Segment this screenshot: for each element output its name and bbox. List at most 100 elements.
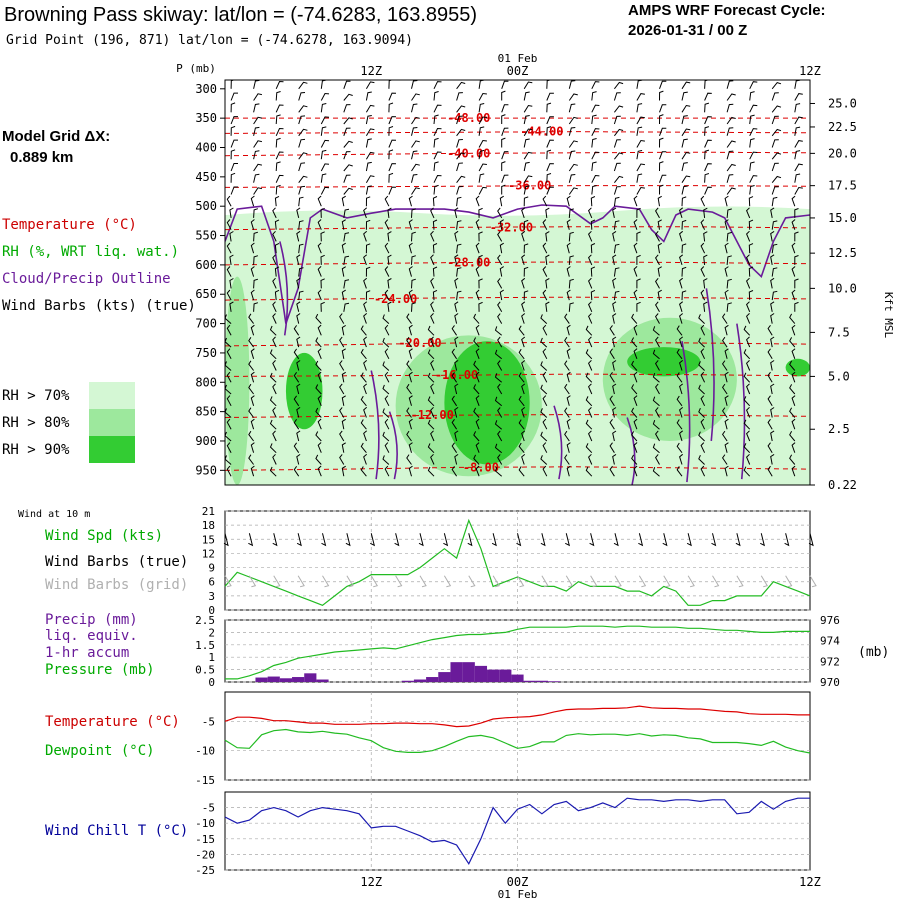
wind-barb xyxy=(365,266,371,277)
wind-barb xyxy=(411,150,418,160)
wind-barb xyxy=(679,230,684,242)
wind-barb xyxy=(296,406,301,418)
wind-barb xyxy=(588,313,593,324)
legend-rh70-label: RH > 70% xyxy=(2,388,70,404)
wind-barb xyxy=(253,150,260,160)
wind-barb xyxy=(454,254,459,266)
wind-barb xyxy=(430,277,435,289)
wind-barb xyxy=(791,195,796,207)
wind-barb xyxy=(430,383,435,395)
wind-barb xyxy=(230,149,236,160)
wind-barb xyxy=(427,466,435,477)
wind-barb xyxy=(566,289,571,301)
wind-barb xyxy=(679,336,684,348)
wind-barb xyxy=(430,360,435,371)
time-tick-bottom-1: 00Z xyxy=(507,875,529,889)
wind-barb xyxy=(499,195,504,207)
wind-barb xyxy=(298,290,304,301)
height-tick-label: 5.0 xyxy=(828,369,850,383)
wind-barb xyxy=(724,289,729,301)
wind-barb xyxy=(454,277,459,289)
wind-barbs-true-label: Wind Barbs (true) xyxy=(45,554,189,570)
wind-barb xyxy=(613,196,620,207)
wind-barb xyxy=(339,336,345,348)
wind-barb xyxy=(360,348,367,360)
wind-barb xyxy=(609,325,615,336)
wind-barb xyxy=(501,90,506,101)
main-panel-frame xyxy=(224,79,811,486)
wind-barb xyxy=(317,324,322,336)
wind-barb xyxy=(726,103,734,113)
wind-barb xyxy=(590,243,596,254)
wind-barb xyxy=(454,406,459,418)
wind-barb xyxy=(612,301,617,312)
wind-barb xyxy=(566,348,571,359)
wind-barb xyxy=(497,383,503,395)
pressure-tick-label: 950 xyxy=(195,463,217,477)
wind-barb xyxy=(746,430,751,442)
wind-barb xyxy=(296,313,301,324)
legend-rh70-swatch xyxy=(89,382,135,409)
wind-barb xyxy=(451,325,458,336)
wind-barb xyxy=(633,371,638,383)
wind-barb xyxy=(408,418,413,430)
wind-barb xyxy=(771,267,778,277)
wind-barb xyxy=(681,162,688,172)
precip-bar xyxy=(474,665,488,682)
precip-bar xyxy=(487,669,500,682)
wind-barb xyxy=(588,360,593,371)
wind-barb xyxy=(588,336,593,348)
wind-barb xyxy=(726,255,732,265)
wind-barb xyxy=(427,396,435,407)
wind-barb xyxy=(746,383,751,395)
wind-barb xyxy=(320,92,330,101)
wind-barb xyxy=(652,396,660,407)
wind-barb-true xyxy=(613,533,619,547)
wind-barb xyxy=(703,278,708,289)
wind-barb xyxy=(478,116,487,125)
wind-barb xyxy=(478,163,487,172)
wind-barb xyxy=(499,219,504,230)
wind-barb-true xyxy=(345,533,351,547)
wind-barb xyxy=(365,81,375,90)
wind-barb xyxy=(654,254,660,266)
wind-barb xyxy=(770,336,775,348)
wind-barb xyxy=(272,301,277,313)
wind-barb xyxy=(767,395,773,407)
wind-barb xyxy=(771,175,782,184)
wind-barb xyxy=(451,442,458,453)
wind-barb xyxy=(250,442,255,453)
time-tick-top-2: 12Z xyxy=(799,64,821,78)
wind-barb-true xyxy=(248,533,254,547)
wind-barb xyxy=(652,373,660,383)
wind-barb xyxy=(320,126,327,136)
legend-rh90-label: RH > 90% xyxy=(2,442,70,458)
wind-barb xyxy=(430,406,435,418)
wind-barb xyxy=(250,219,255,230)
wind-barb xyxy=(296,254,301,266)
wind-barb xyxy=(770,360,775,371)
wind-barb xyxy=(636,126,643,136)
wind-barb xyxy=(501,184,506,195)
wind-barb xyxy=(475,242,480,254)
wind-barb-grid xyxy=(760,575,769,588)
wind-barb-grid xyxy=(346,575,354,588)
wind-barb xyxy=(794,93,803,101)
precip-bar xyxy=(267,676,280,682)
wind-barb xyxy=(384,395,390,407)
wind-barb xyxy=(360,466,367,477)
wind-barb xyxy=(475,395,480,406)
wind-barb-grid xyxy=(638,575,647,588)
wind-barb xyxy=(523,138,530,148)
wind-barb xyxy=(746,336,751,348)
wind-barb xyxy=(726,80,734,89)
wind-panel-tick-label: 3 xyxy=(208,590,215,603)
wind-barb xyxy=(363,383,368,395)
wind-barb xyxy=(293,325,300,336)
wind-barb xyxy=(612,407,617,418)
wind-barb xyxy=(724,395,729,406)
wind-barb xyxy=(427,349,435,360)
wind-barb xyxy=(679,277,684,289)
wind-barb xyxy=(771,196,778,207)
